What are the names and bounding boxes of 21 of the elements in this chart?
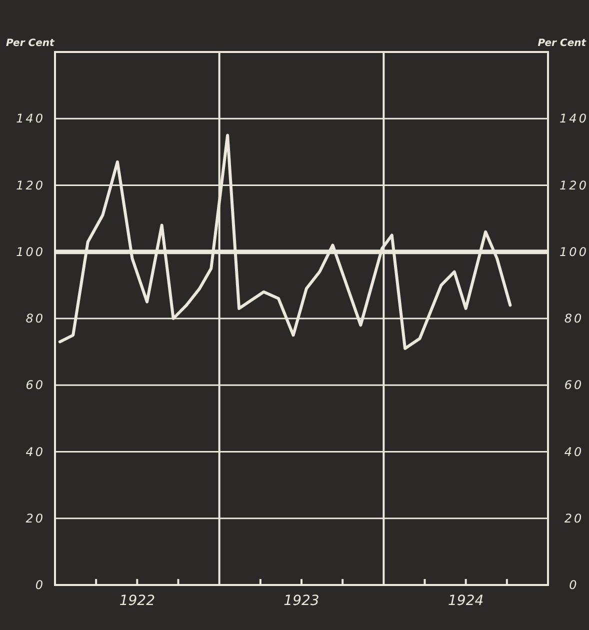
y-tick-label: 0	[35, 578, 45, 592]
x-tick-label: 1923	[284, 593, 320, 609]
y2-tick-label: 100	[560, 244, 588, 259]
y2-axis-title: Per Cent	[538, 38, 588, 49]
x-tick-label: 1924	[448, 593, 484, 609]
y-tick-label: 80	[26, 312, 45, 326]
y2-tick-label: 40	[564, 444, 584, 459]
y-tick-label: 40	[26, 444, 45, 459]
y-tick-label: 140	[16, 112, 45, 126]
y2-tick-label: 0	[569, 578, 579, 592]
y-tick-label: 120	[16, 178, 45, 192]
x-tick-label: 1922	[119, 593, 156, 609]
y-tick-label: 100	[16, 244, 45, 259]
y-axis-title: Per Cent	[6, 38, 56, 49]
y2-tick-label: 140	[560, 112, 588, 126]
y-tick-label: 20	[26, 511, 45, 526]
y2-tick-label: 80	[564, 312, 584, 326]
y2-tick-label: 60	[564, 378, 584, 392]
y2-tick-label: 20	[564, 511, 584, 526]
y2-tick-label: 120	[560, 178, 588, 192]
y-tick-label: 60	[26, 378, 45, 392]
